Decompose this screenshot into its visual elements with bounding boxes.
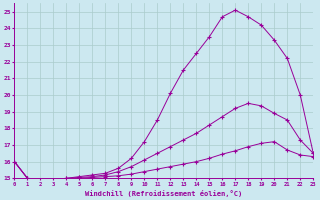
X-axis label: Windchill (Refroidissement éolien,°C): Windchill (Refroidissement éolien,°C): [85, 190, 243, 197]
